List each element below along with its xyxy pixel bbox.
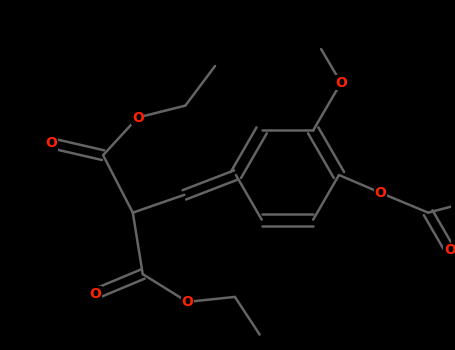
Text: O: O xyxy=(444,243,455,257)
Text: O: O xyxy=(335,76,347,90)
Text: O: O xyxy=(374,186,387,200)
Text: O: O xyxy=(182,295,193,309)
Text: O: O xyxy=(132,111,144,125)
Text: O: O xyxy=(46,136,57,150)
Text: O: O xyxy=(89,287,101,301)
